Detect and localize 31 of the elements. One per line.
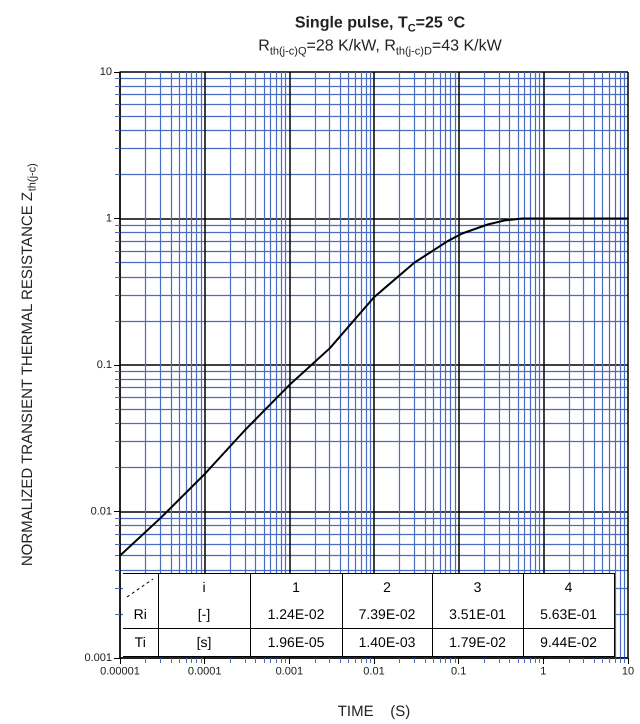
annotation: 1.40E-03 xyxy=(342,628,432,656)
annotation: 3 xyxy=(432,574,523,601)
annotation: 3.51E-01 xyxy=(432,601,523,628)
y-tick-label: 0.01 xyxy=(90,506,112,518)
x-tick-label: 0.001 xyxy=(276,666,304,678)
x-tick-label: 0.01 xyxy=(363,666,385,678)
y-tick-label: 0.1 xyxy=(96,359,112,371)
annotation: 2 xyxy=(342,574,432,601)
annotation: 4 xyxy=(523,574,614,601)
x-tick-label: 0.1 xyxy=(451,666,466,678)
x-axis-title: TIME (S) xyxy=(338,703,410,720)
y-tick-label: 1 xyxy=(106,212,112,224)
y-axis-title: NORMALIZED TRANSIENT THERMAL RESISTANCE Zth(j-c) xyxy=(19,163,38,566)
annotation: 1 xyxy=(250,574,342,601)
annotation: 1.24E-02 xyxy=(250,601,342,628)
annotation: Ri xyxy=(132,605,148,624)
annotation: [-] xyxy=(158,601,250,628)
annotation: 7.39E-02 xyxy=(342,601,432,628)
y-tick-label: 10 xyxy=(100,66,112,78)
annotation: [s] xyxy=(158,628,250,656)
x-tick-label: 1 xyxy=(540,666,546,678)
y-tick-label: 0.001 xyxy=(84,652,112,664)
annotation: 1.79E-02 xyxy=(432,628,523,656)
annotation: 9.44E-02 xyxy=(523,628,614,656)
annotation: 1.96E-05 xyxy=(250,628,342,656)
x-tick-label: 0.0001 xyxy=(188,666,222,678)
x-tick-label: 10 xyxy=(622,666,634,678)
x-tick-label: 0.00001 xyxy=(100,666,140,678)
annotation: i xyxy=(158,574,250,601)
annotation: Ti xyxy=(123,628,158,656)
annotation: 5.63E-01 xyxy=(523,601,614,628)
